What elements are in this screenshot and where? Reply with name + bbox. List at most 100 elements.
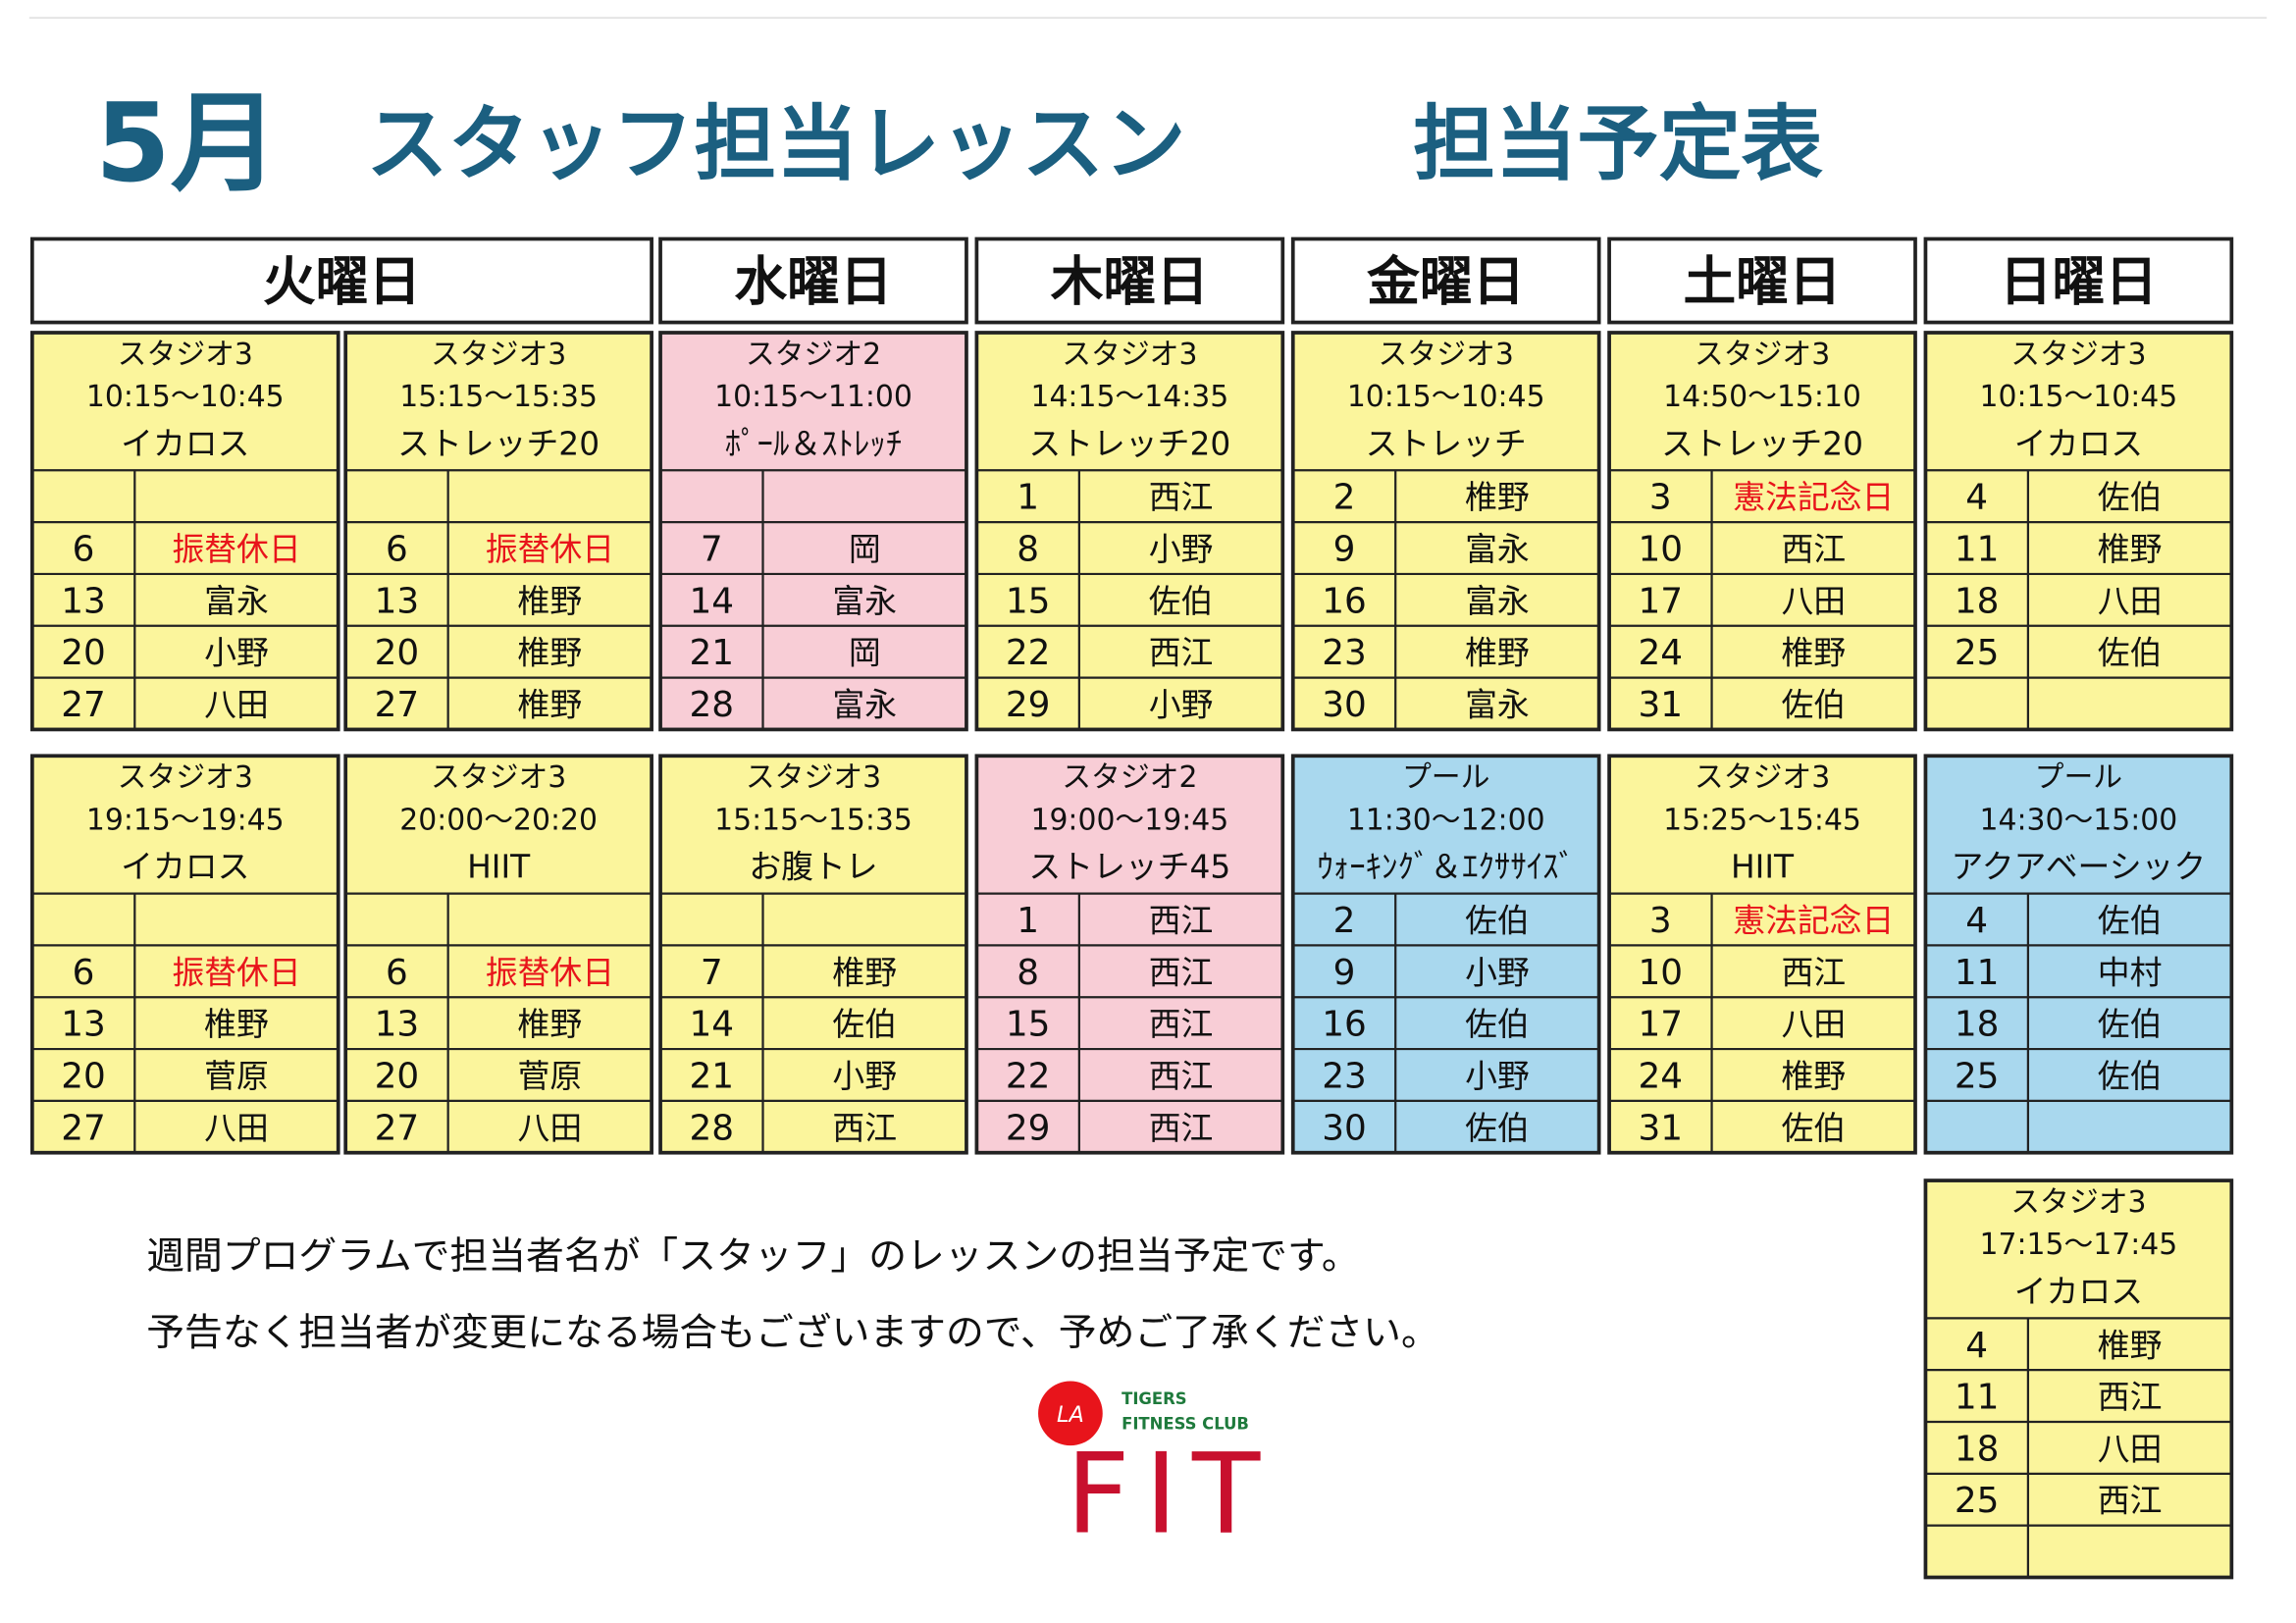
day-number: 25	[1955, 1481, 2000, 1521]
lesson-time: 11:30〜12:00	[1347, 803, 1545, 837]
lesson-studio: スタジオ3	[431, 760, 566, 795]
day-number: 27	[375, 685, 420, 725]
lesson-block	[29, 331, 340, 732]
note-line: 週間プログラムで担当者名が「スタッフ」のレッスンの担当予定です。	[146, 1234, 1359, 1279]
staff-name: 振替休日	[172, 954, 300, 991]
logo-badge-text: LA	[1057, 1402, 1084, 1428]
staff-name: 椎野	[518, 687, 583, 724]
day-number: 2	[1333, 478, 1356, 518]
staff-name: 八田	[518, 1110, 583, 1147]
staff-name: 憲法記念日	[1733, 479, 1894, 516]
day-number: 2	[1333, 901, 1356, 941]
staff-name: 西江	[2098, 1379, 2163, 1416]
lesson-time: 19:15〜19:45	[86, 803, 285, 837]
day-number: 11	[1955, 1378, 2000, 1418]
day-number: 11	[1955, 530, 2000, 570]
lesson-block	[1607, 331, 1917, 732]
day-number: 23	[1322, 1056, 1367, 1096]
day-number: 14	[689, 581, 734, 621]
staff-name: 椎野	[518, 583, 583, 620]
staff-name: 椎野	[2098, 531, 2163, 568]
lesson-name: お腹トレ	[749, 849, 877, 886]
lesson-time: 10:15〜11:00	[714, 380, 913, 414]
day-number: 17	[1639, 581, 1684, 621]
staff-name: 椎野	[1465, 479, 1530, 516]
day-number: 13	[61, 1005, 106, 1045]
staff-name: 八田	[1781, 583, 1846, 620]
day-number: 20	[61, 1056, 106, 1096]
staff-name: 佐伯	[1465, 1110, 1530, 1147]
staff-name: 菅原	[518, 1058, 583, 1095]
day-header	[1290, 236, 1601, 325]
staff-name: 八田	[2098, 583, 2163, 620]
staff-name: 椎野	[518, 635, 583, 672]
lesson-time: 19:00〜19:45	[1030, 803, 1228, 837]
lesson-studio: スタジオ3	[1695, 760, 1830, 795]
logo-mark: FIT	[1066, 1429, 1275, 1558]
staff-name: 椎野	[1781, 1058, 1846, 1095]
title-main: スタッフ担当レッスン	[366, 95, 1186, 191]
staff-name: 佐伯	[1149, 583, 1214, 620]
day-number: 10	[1639, 953, 1684, 993]
staff-name: 八田	[1781, 1006, 1846, 1043]
lesson-block	[1290, 331, 1601, 732]
day-number: 31	[1639, 685, 1684, 725]
logo-line: TIGERS	[1122, 1389, 1186, 1408]
lesson-studio: スタジオ3	[1379, 338, 1514, 372]
lesson-name: イカロス	[2014, 1273, 2143, 1310]
lesson-time: 10:15〜10:45	[86, 380, 285, 414]
day-number: 7	[701, 953, 723, 993]
day-header	[1607, 236, 1917, 325]
staff-name: 西江	[1149, 954, 1214, 991]
staff-name: 小野	[204, 635, 269, 672]
day-number: 22	[1006, 1056, 1051, 1096]
lesson-block	[1923, 1178, 2234, 1580]
lesson-name: HIIT	[1731, 849, 1795, 886]
day-number: 18	[1955, 1005, 2000, 1045]
day-number: 30	[1322, 1108, 1367, 1148]
lesson-studio: プール	[1402, 760, 1489, 795]
day-header-text: 土曜日	[1683, 250, 1841, 312]
lesson-name: HIIT	[467, 849, 531, 886]
lesson-time: 17:15〜17:45	[1980, 1228, 2178, 1262]
staff-name: 富永	[1465, 531, 1530, 568]
lesson-studio: スタジオ3	[2010, 1185, 2146, 1220]
day-number: 6	[73, 953, 95, 993]
staff-name: 椎野	[1465, 635, 1530, 672]
lesson-name: イカロス	[2014, 425, 2143, 462]
day-number: 29	[1006, 685, 1051, 725]
day-number: 23	[1322, 633, 1367, 673]
day-number: 6	[386, 953, 408, 993]
day-number: 24	[1639, 1056, 1684, 1096]
logo-badge	[1038, 1381, 1103, 1446]
staff-name: 西江	[1149, 479, 1214, 516]
staff-name: 西江	[1149, 902, 1214, 939]
day-number: 21	[689, 1056, 734, 1096]
lesson-block	[974, 331, 1285, 732]
lesson-time: 10:15〜10:45	[1980, 380, 2178, 414]
day-number: 1	[1017, 478, 1039, 518]
day-number: 15	[1006, 581, 1051, 621]
day-number: 9	[1333, 953, 1356, 993]
lesson-time: 15:25〜15:45	[1663, 803, 1861, 837]
lesson-name: ﾎﾟｰﾙ＆ｽﾄﾚｯﾁ	[725, 425, 903, 462]
staff-name: 西江	[2098, 1483, 2163, 1520]
staff-name: 西江	[1781, 531, 1846, 568]
lesson-name: ストレッチ45	[1028, 849, 1230, 886]
staff-name: 富永	[204, 583, 269, 620]
day-number: 24	[1639, 633, 1684, 673]
day-header-text: 日曜日	[2000, 250, 2158, 312]
staff-name: 佐伯	[2098, 902, 2163, 939]
day-number: 27	[61, 685, 106, 725]
title-month: 5月	[95, 80, 279, 207]
day-number: 25	[1955, 633, 2000, 673]
lesson-name: イカロス	[121, 849, 249, 886]
lesson-time: 14:15〜14:35	[1030, 380, 1228, 414]
lesson-block	[1607, 754, 1917, 1155]
lesson-block	[343, 754, 653, 1155]
day-number: 7	[701, 530, 723, 570]
staff-name: 西江	[1149, 1058, 1214, 1095]
staff-name: 佐伯	[1781, 1110, 1846, 1147]
day-number: 22	[1006, 633, 1051, 673]
